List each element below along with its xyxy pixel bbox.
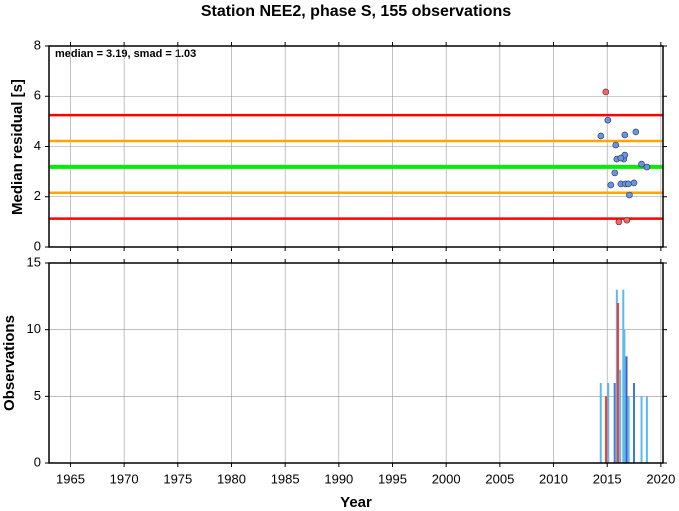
point [626, 191, 633, 199]
x-axis-label: Year [340, 494, 372, 511]
y-tick-label: 4 [34, 138, 41, 153]
point [621, 131, 629, 139]
bar [645, 396, 648, 463]
y-axis-label: Median residual [s] [9, 79, 26, 215]
x-tick-label: 2015 [593, 471, 622, 486]
y-tick-label: 15 [27, 254, 41, 269]
point [617, 154, 625, 162]
point [612, 141, 620, 149]
point [604, 116, 612, 124]
y-tick-label: 10 [27, 321, 41, 336]
point [643, 163, 651, 171]
plot-frame [48, 262, 664, 464]
point [625, 180, 632, 188]
point [623, 216, 631, 224]
y-tick-label: 5 [34, 388, 41, 403]
x-tick-label: 1995 [378, 471, 407, 486]
y-tick-label: 0 [34, 238, 41, 253]
chart-title: Station NEE2, phase S, 155 observations [201, 3, 511, 20]
bar [619, 369, 622, 463]
bar [633, 383, 636, 463]
x-tick-label: 2020 [646, 471, 675, 486]
x-tick-label: 1975 [163, 471, 192, 486]
y-tick-label: 8 [34, 37, 41, 52]
x-tick-label: 1970 [110, 471, 139, 486]
point [611, 169, 619, 177]
x-tick-label: 1985 [271, 471, 300, 486]
point [607, 181, 615, 189]
point [602, 88, 610, 96]
point [597, 132, 605, 140]
y-axis-label: Observations [1, 315, 18, 411]
y-tick-label: 2 [34, 188, 41, 203]
point [615, 218, 623, 226]
bar [627, 396, 630, 463]
point [630, 179, 638, 187]
plot-frame [48, 45, 664, 248]
x-tick-label: 2000 [432, 471, 461, 486]
y-tick-label: 0 [34, 454, 41, 469]
bar [613, 383, 616, 463]
x-tick-label: 2005 [485, 471, 514, 486]
x-tick-label: 1980 [217, 471, 246, 486]
bar [615, 289, 618, 463]
point [632, 128, 640, 136]
point [638, 160, 645, 168]
bar [640, 396, 643, 463]
bar [605, 396, 608, 463]
bar [623, 329, 626, 463]
bar [625, 356, 628, 463]
bar [622, 289, 625, 463]
bar [616, 303, 619, 463]
x-tick-label: 1965 [56, 471, 85, 486]
annotation: median = 3.19, smad = 1.03 [55, 48, 196, 60]
y-tick-label: 6 [34, 88, 41, 103]
bar [599, 383, 602, 463]
x-tick-label: 1990 [324, 471, 353, 486]
bar [607, 383, 610, 463]
x-tick-label: 2010 [539, 471, 568, 486]
